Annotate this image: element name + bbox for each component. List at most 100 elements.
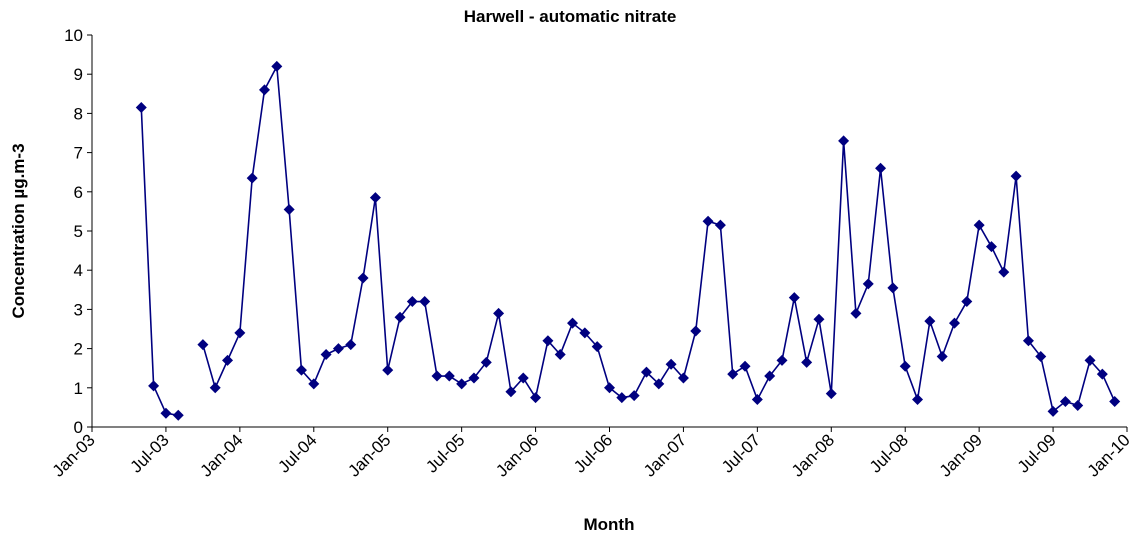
y-axis-label: Concentration µg.m-3: [9, 143, 28, 318]
data-point: [1096, 368, 1108, 380]
x-tick-label: Jul-04: [274, 430, 320, 476]
data-point: [665, 358, 677, 370]
data-point: [1059, 396, 1071, 408]
data-point: [419, 296, 431, 308]
y-tick-label: 5: [74, 222, 83, 241]
data-point: [517, 372, 529, 384]
data-point: [924, 315, 936, 327]
data-point: [443, 370, 455, 382]
data-point: [148, 380, 160, 392]
data-point: [899, 360, 911, 372]
data-point: [690, 325, 702, 337]
data-point: [764, 370, 776, 382]
data-point: [985, 241, 997, 253]
x-tick-label: Jul-07: [718, 430, 764, 476]
data-point: [431, 370, 443, 382]
data-point: [912, 394, 924, 406]
x-tick-label: Jan-05: [344, 430, 394, 480]
data-point: [456, 378, 468, 390]
data-point: [961, 296, 973, 308]
data-point: [332, 343, 344, 355]
data-point: [1109, 396, 1121, 408]
data-point: [222, 354, 234, 366]
data-point: [542, 335, 554, 347]
y-tick-label: 1: [74, 379, 83, 398]
data-point: [246, 172, 258, 184]
data-point: [394, 311, 406, 323]
y-tick-label: 3: [74, 300, 83, 319]
y-tick-label: 6: [74, 183, 83, 202]
chart-title: Harwell - automatic nitrate: [464, 7, 677, 26]
x-tick-label: Jul-05: [422, 430, 468, 476]
data-point: [1022, 335, 1034, 347]
data-point: [135, 102, 147, 114]
data-point: [406, 296, 418, 308]
x-axis-label: Month: [584, 515, 635, 534]
data-point: [653, 378, 665, 390]
data-point: [788, 292, 800, 304]
data-point: [1084, 354, 1096, 366]
data-point: [1047, 405, 1059, 417]
y-tick-label: 8: [74, 104, 83, 123]
data-point: [628, 390, 640, 402]
data-point: [468, 372, 480, 384]
data-point: [936, 350, 948, 362]
data-point: [616, 392, 628, 404]
data-point: [640, 366, 652, 378]
data-point: [838, 135, 850, 147]
data-point: [702, 215, 714, 227]
data-point: [271, 60, 283, 72]
data-point: [677, 372, 689, 384]
data-point: [160, 407, 172, 419]
x-tick-label: Jan-08: [788, 430, 838, 480]
data-point: [887, 282, 899, 294]
x-tick-label: Jul-08: [866, 430, 912, 476]
data-point: [234, 327, 246, 339]
data-point: [998, 266, 1010, 278]
data-point: [320, 348, 332, 360]
y-tick-label: 0: [74, 418, 83, 437]
data-point: [530, 392, 542, 404]
data-point: [591, 341, 603, 353]
data-point: [875, 162, 887, 174]
data-point: [714, 219, 726, 231]
data-point: [1072, 399, 1084, 411]
data-point: [862, 278, 874, 290]
data-point: [345, 339, 357, 351]
data-point: [739, 360, 751, 372]
data-point: [825, 388, 837, 400]
y-tick-label: 10: [64, 26, 83, 45]
data-line: [140, 63, 1116, 417]
data-point: [813, 313, 825, 325]
data-point: [751, 394, 763, 406]
data-point: [554, 348, 566, 360]
data-point: [604, 382, 615, 394]
data-point: [283, 203, 295, 215]
data-point: [801, 356, 813, 368]
data-point: [727, 368, 739, 380]
data-point: [357, 272, 369, 284]
y-tick-label: 7: [74, 144, 83, 163]
data-point: [579, 327, 591, 339]
x-tick-label: Jan-03: [49, 430, 99, 480]
data-point: [1035, 350, 1047, 362]
data-point: [973, 219, 985, 231]
data-point: [505, 386, 517, 398]
data-point: [172, 409, 184, 421]
data-point: [1010, 170, 1022, 182]
data-point: [209, 382, 221, 394]
y-tick-label: 2: [74, 340, 83, 359]
x-tick-label: Jul-09: [1014, 430, 1060, 476]
data-point: [480, 356, 492, 368]
data-point: [259, 84, 270, 96]
data-point: [369, 192, 381, 204]
data-point: [567, 317, 579, 329]
data-point: [776, 354, 788, 366]
data-point: [197, 339, 209, 351]
data-point: [850, 307, 862, 319]
x-tick-label: Jul-06: [570, 430, 616, 476]
x-tick-label: Jan-04: [196, 430, 246, 480]
x-tick-label: Jan-10: [1084, 430, 1134, 480]
x-tick-label: Jan-06: [492, 430, 542, 480]
